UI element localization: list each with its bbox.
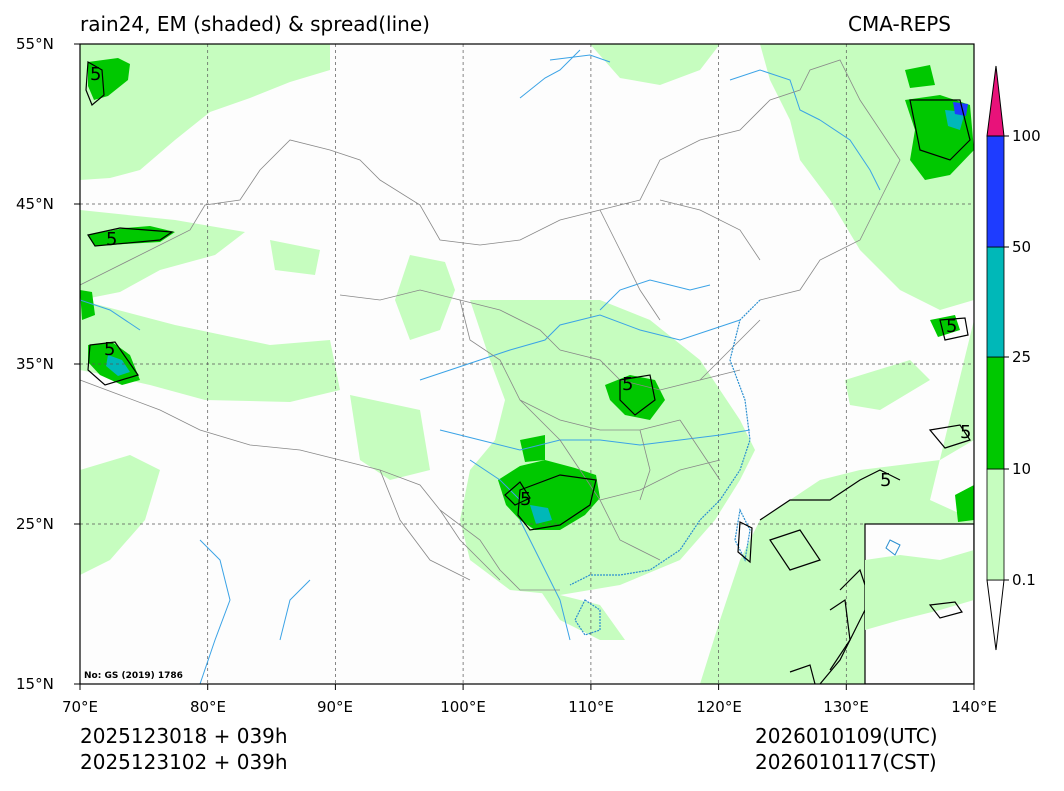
contour-label: 5	[104, 339, 115, 360]
graticule	[80, 44, 974, 684]
lat-label: 25°N	[16, 515, 54, 533]
boundaries	[80, 59, 901, 591]
colorbar-min-triangle	[986, 579, 1005, 651]
lon-label: 70°E	[61, 698, 99, 716]
colorbar-label: 25	[1012, 348, 1032, 366]
colorbar	[986, 65, 1009, 651]
contour-label: 5	[106, 229, 117, 250]
valid-time-utc: 2026010109(UTC)	[755, 724, 938, 748]
lat-label: 55°N	[16, 35, 54, 53]
precip-field-teal	[106, 110, 965, 524]
lon-label: 100°E	[440, 698, 486, 716]
contour-label-group: 5 5 5 5 5 5 5 5	[90, 64, 971, 510]
lon-label: 80°E	[189, 698, 227, 716]
colorbar-segment-50-100	[986, 135, 1005, 248]
init-time-utc: 2025123018 + 039h	[80, 724, 288, 748]
map-title: rain24, EM (shaded) & spread(line)	[80, 12, 430, 36]
precip-field-blue	[953, 102, 968, 116]
colorbar-segment-25-50	[986, 246, 1005, 358]
colorbar-label: 10	[1012, 460, 1032, 478]
colorbar-label: 0.1	[1012, 571, 1036, 589]
contour-label: 5	[622, 374, 633, 395]
map-approval-number: No: GS (2019) 1786	[84, 671, 183, 681]
lat-label: 35°N	[16, 355, 54, 373]
contour-label: 5	[90, 64, 101, 85]
contour-label: 5	[960, 422, 971, 443]
model-name: CMA-REPS	[848, 12, 951, 36]
precip-field-light	[80, 44, 974, 684]
colorbar-label: 50	[1012, 238, 1032, 256]
valid-time-cst: 2026010117(CST)	[755, 750, 937, 774]
lon-label: 140°E	[951, 698, 997, 716]
lat-label: 15°N	[16, 675, 54, 693]
lon-label: 90°E	[316, 698, 354, 716]
lon-label: 130°E	[823, 698, 869, 716]
contour-label: 5	[946, 316, 957, 337]
colorbar-max-triangle	[986, 65, 1005, 137]
contour-label: 5	[520, 489, 531, 510]
coastline	[569, 299, 761, 636]
colorbar-segment-0-1-10	[986, 468, 1005, 581]
lon-label: 110°E	[568, 698, 614, 716]
colorbar-label: 100	[1012, 127, 1041, 145]
south-china-sea-inset	[864, 523, 974, 684]
rivers	[80, 49, 881, 684]
spread-contours	[85, 61, 971, 684]
contour-label: 5	[880, 470, 891, 491]
colorbar-segment-10-25	[986, 356, 1005, 470]
lat-label: 45°N	[16, 195, 54, 213]
axis-ticks	[74, 43, 975, 690]
init-time-cst: 2025123102 + 039h	[80, 750, 288, 774]
lon-label: 120°E	[696, 698, 742, 716]
